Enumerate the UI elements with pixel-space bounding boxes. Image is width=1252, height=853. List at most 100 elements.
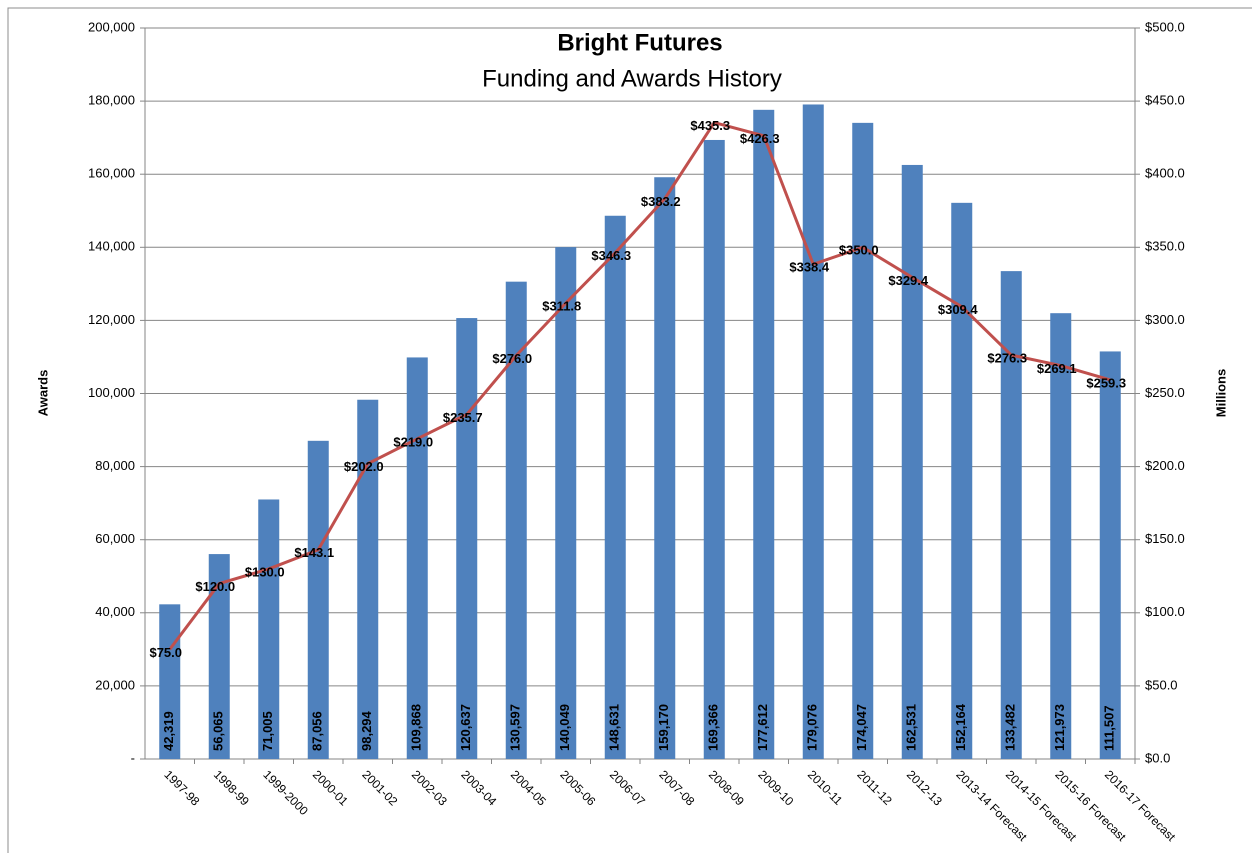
x-tick-label: 2010-11 — [805, 767, 846, 808]
x-tick-label: 2002-03 — [409, 767, 450, 808]
bar-value-label: 87,056 — [310, 711, 325, 751]
bar-value-label: 148,631 — [607, 704, 622, 751]
x-tick-label: 2004-05 — [508, 767, 549, 808]
y2-tick-label: $150.0 — [1145, 531, 1185, 546]
bar-value-label: 71,005 — [260, 711, 275, 751]
y-tick-label: - — [131, 750, 135, 765]
bar — [901, 164, 923, 759]
y-tick-label: 20,000 — [95, 677, 135, 692]
bar — [604, 215, 626, 760]
bar — [1000, 271, 1022, 759]
x-tick-label: 2009-10 — [755, 767, 796, 808]
bar-value-label: 179,076 — [805, 704, 820, 751]
bar-value-label: 140,049 — [557, 704, 572, 751]
chart-frame — [7, 7, 1252, 853]
bar-value-label: 120,637 — [458, 704, 473, 751]
line-value-label: $219.0 — [393, 434, 433, 449]
y2-axis-label: Millions — [1213, 369, 1228, 417]
line-value-label: $350.0 — [839, 243, 879, 258]
bar-value-label: 98,294 — [359, 710, 374, 751]
bar-value-label: 162,531 — [904, 704, 919, 751]
line-value-label: $435.3 — [690, 118, 730, 133]
bar — [951, 202, 973, 759]
line-value-label: $311.8 — [542, 299, 581, 314]
bar — [456, 318, 478, 759]
y-tick-label: 120,000 — [88, 312, 135, 327]
x-tick-label: 2008-09 — [706, 767, 747, 808]
line-value-label: $130.0 — [245, 564, 285, 579]
bar — [505, 281, 527, 759]
x-tick-label: 2011-12 — [854, 767, 895, 808]
line-value-label: $120.0 — [195, 579, 235, 594]
bar — [802, 104, 824, 759]
y2-tick-label: $350.0 — [1145, 239, 1185, 254]
y2-tick-label: $400.0 — [1145, 166, 1185, 181]
line-value-label: $276.3 — [987, 350, 1027, 365]
bar — [258, 499, 280, 759]
bar — [753, 109, 775, 760]
y-tick-label: 60,000 — [95, 531, 135, 546]
chart-title: Bright Futures — [557, 29, 722, 56]
y2-tick-label: $100.0 — [1145, 604, 1185, 619]
bar — [654, 177, 676, 759]
x-tick-label: 2000-01 — [310, 767, 351, 808]
y-axis-label: Awards — [35, 370, 50, 417]
bar-value-label: 42,319 — [161, 711, 176, 751]
x-tick-label: 2003-04 — [458, 767, 499, 808]
y2-tick-label: $0.0 — [1145, 750, 1170, 765]
x-tick-label: 2001-02 — [359, 767, 400, 808]
y2-tick-label: $500.0 — [1145, 19, 1185, 34]
bar — [852, 122, 874, 759]
bar-value-label: 109,868 — [409, 704, 424, 751]
line-value-label: $329.4 — [888, 273, 929, 288]
line-value-label: $383.2 — [641, 194, 681, 209]
line-value-label: $269.1 — [1037, 361, 1077, 376]
bar-value-label: 177,612 — [755, 704, 770, 751]
line-value-label: $259.3 — [1086, 375, 1126, 390]
y-tick-label: 140,000 — [88, 239, 135, 254]
y2-tick-label: $450.0 — [1145, 93, 1185, 108]
bar — [555, 247, 577, 759]
y-tick-label: 40,000 — [95, 604, 135, 619]
bar-value-label: 174,047 — [854, 704, 869, 751]
x-tick-label: 1998-99 — [211, 767, 252, 808]
y-tick-label: 160,000 — [88, 166, 135, 181]
line-value-label: $276.0 — [492, 351, 532, 366]
line-value-label: $75.0 — [149, 645, 182, 660]
bar-value-label: 121,973 — [1052, 704, 1067, 751]
line-value-label: $426.3 — [740, 131, 780, 146]
y2-tick-label: $250.0 — [1145, 385, 1185, 400]
bar — [1050, 313, 1072, 759]
bar-value-label: 111,507 — [1102, 705, 1117, 751]
bar-value-label: 169,366 — [706, 704, 721, 751]
bar-value-label: 152,164 — [953, 703, 968, 751]
x-tick-label: 2006-07 — [607, 767, 648, 808]
y2-tick-label: $300.0 — [1145, 312, 1185, 327]
x-tick-label: 2012-13 — [904, 767, 945, 808]
y-tick-label: 100,000 — [88, 385, 135, 400]
bar-value-label: 130,597 — [508, 704, 523, 751]
bar — [208, 554, 230, 759]
bar-value-label: 159,170 — [656, 704, 671, 751]
y-tick-label: 180,000 — [88, 93, 135, 108]
y2-tick-label: $200.0 — [1145, 458, 1185, 473]
x-tick-label: 1999-2000 — [260, 767, 311, 818]
x-tick-label: 2007-08 — [656, 767, 697, 808]
bar-value-label: 133,482 — [1003, 704, 1018, 751]
line-value-label: $338.4 — [789, 260, 830, 275]
line — [168, 121, 1111, 651]
line-value-label: $309.4 — [938, 302, 979, 317]
line-value-label: $143.1 — [294, 545, 334, 560]
bar — [1099, 351, 1121, 759]
x-tick-label: 1997-98 — [161, 767, 202, 808]
line-value-label: $235.7 — [443, 410, 483, 425]
bar — [703, 139, 725, 759]
bar — [406, 357, 428, 759]
y2-tick-label: $50.0 — [1145, 677, 1178, 692]
bar-value-label: 56,065 — [211, 711, 226, 751]
bar — [357, 399, 379, 759]
y-tick-label: 200,000 — [88, 19, 135, 34]
y-tick-label: 80,000 — [95, 458, 135, 473]
x-tick-label: 2005-06 — [557, 767, 598, 808]
bar — [307, 440, 329, 759]
